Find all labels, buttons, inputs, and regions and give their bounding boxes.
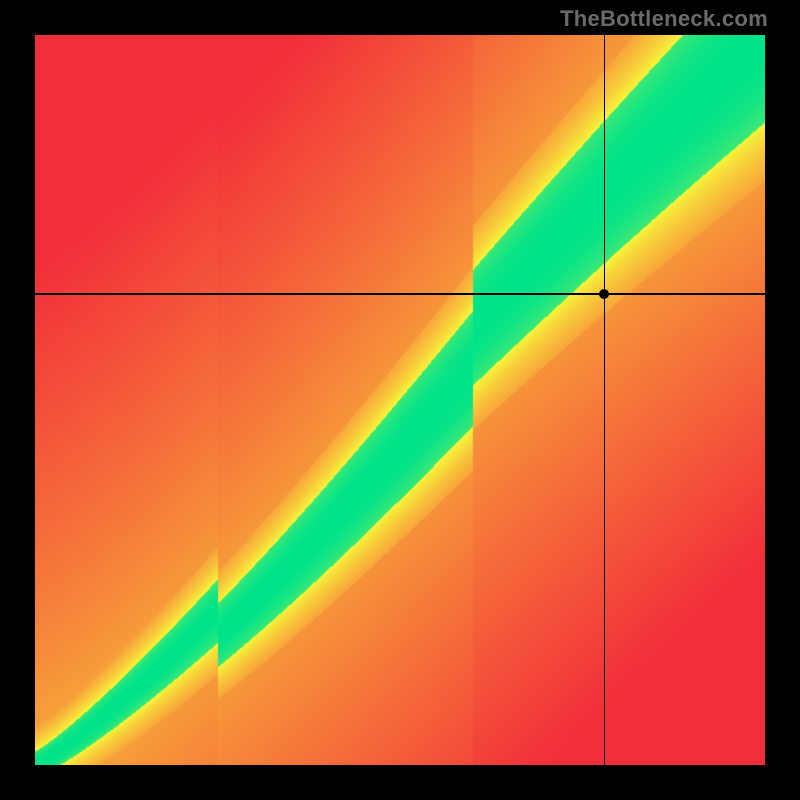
crosshair-horizontal	[35, 293, 765, 295]
watermark-text: TheBottleneck.com	[560, 6, 768, 32]
heatmap-plot	[35, 35, 765, 765]
heatmap-canvas	[35, 35, 765, 765]
crosshair-vertical	[604, 35, 606, 765]
